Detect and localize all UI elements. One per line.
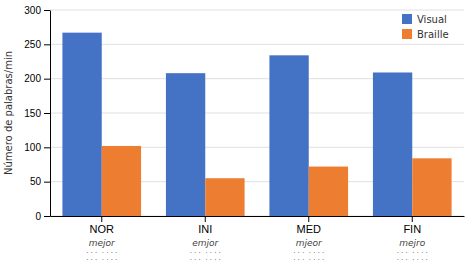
y-tick: 150	[24, 108, 50, 119]
bar	[205, 178, 244, 216]
x-tick-mark	[101, 216, 102, 222]
x-tick-label: INI	[198, 223, 212, 235]
bar	[166, 73, 205, 216]
y-tick-label: 200	[24, 73, 41, 84]
bar	[269, 55, 308, 216]
legend-item: Braille	[402, 29, 449, 40]
x-axis: NOR INI MED FIN	[51, 216, 465, 235]
x-axis-line	[51, 216, 465, 217]
x-tick: MED	[297, 216, 322, 235]
dot-row: · · · · · · ·	[293, 256, 324, 264]
y-tick: 0	[35, 211, 50, 222]
sub-label: mjeor	[296, 238, 323, 248]
dot-row: · · · · · · ·	[190, 256, 221, 264]
plot: 0 50 100 150 200 250 300 NOR INI MED FIN Número de …	[3, 5, 465, 264]
bar	[373, 72, 412, 216]
legend-label: Visual	[417, 14, 447, 25]
x-tick-label: NOR	[90, 223, 115, 235]
dot-row: · · · · · · ·	[397, 256, 428, 264]
sub-label: mejro	[399, 238, 426, 248]
legend-swatch	[402, 14, 412, 24]
y-tick: 200	[24, 73, 50, 84]
dot-row: · · · · · · ·	[86, 256, 117, 264]
y-tick-label: 150	[24, 108, 41, 119]
annotations: mejor · · · · · · · · · · · · · · emjor · · …	[86, 238, 428, 264]
bar	[309, 167, 348, 216]
y-tick: 250	[24, 39, 50, 50]
y-axis-title: Número de palabras/min	[3, 51, 14, 175]
y-tick-mark	[44, 113, 50, 114]
bar	[412, 158, 451, 216]
legend-swatch	[402, 29, 412, 39]
legend: Visual Braille	[402, 14, 449, 40]
x-tick: NOR	[90, 216, 115, 235]
y-tick-mark	[44, 10, 50, 11]
grid	[50, 10, 464, 216]
grid-line	[50, 44, 464, 45]
y-tick: 300	[24, 5, 50, 16]
bar	[62, 33, 101, 216]
chart: 0 50 100 150 200 250 300 NOR INI MED FIN Número de …	[0, 0, 474, 272]
y-tick-mark	[44, 147, 50, 148]
y-tick-label: 0	[35, 211, 41, 222]
x-tick-label: MED	[297, 223, 322, 235]
bar-series	[102, 146, 452, 216]
bars	[62, 33, 451, 216]
x-tick: FIN	[403, 216, 421, 235]
legend-item: Visual	[402, 14, 447, 25]
x-tick-mark	[308, 216, 309, 222]
x-tick-mark	[205, 216, 206, 222]
y-tick-mark	[44, 44, 50, 45]
y-axis: 0 50 100 150 200 250 300	[24, 5, 50, 222]
x-tick-label: FIN	[403, 223, 421, 235]
y-tick-mark	[44, 79, 50, 80]
y-tick-label: 100	[24, 142, 41, 153]
bar	[102, 146, 141, 216]
y-axis-line	[50, 11, 51, 217]
sub-label: emjor	[192, 238, 219, 248]
y-tick-mark	[44, 216, 50, 217]
x-tick-mark	[412, 216, 413, 222]
y-tick-mark	[44, 182, 50, 183]
y-tick: 50	[30, 176, 50, 187]
y-tick: 100	[24, 142, 50, 153]
bar-series	[62, 33, 412, 216]
x-tick: INI	[198, 216, 212, 235]
legend-label: Braille	[417, 29, 449, 40]
sub-label: mejor	[89, 238, 116, 248]
y-tick-label: 50	[30, 176, 42, 187]
y-tick-label: 300	[24, 5, 41, 16]
y-tick-label: 250	[24, 39, 41, 50]
grid-line	[50, 10, 464, 11]
